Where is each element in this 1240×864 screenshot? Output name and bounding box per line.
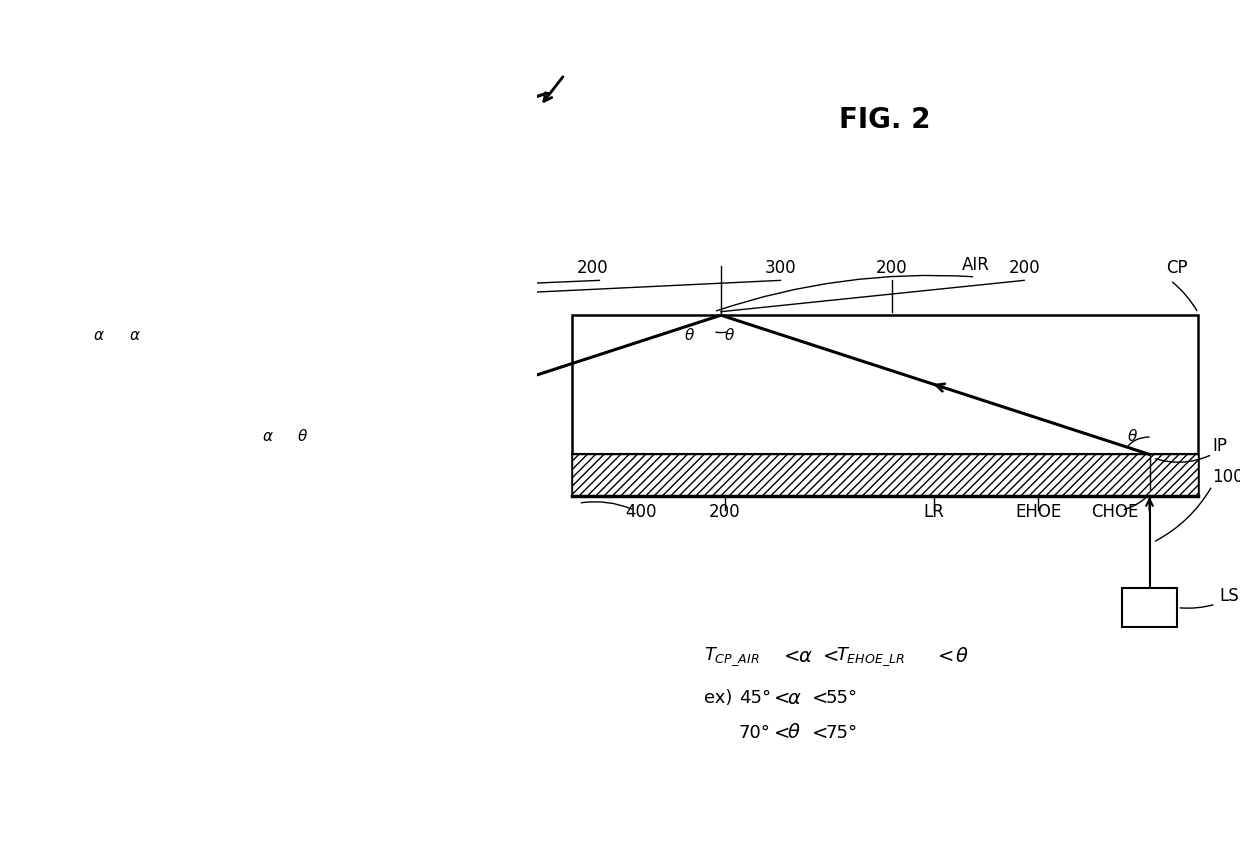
Bar — [572, 315, 1198, 496]
Text: FIG. 2: FIG. 2 — [839, 106, 931, 134]
Text: 70°: 70° — [739, 724, 770, 742]
Text: θ: θ — [684, 327, 694, 342]
Text: $<$: $<$ — [770, 689, 790, 708]
Text: 200: 200 — [877, 259, 908, 277]
Text: $<$: $<$ — [934, 647, 954, 666]
Bar — [1122, 588, 1177, 626]
Text: $<$: $<$ — [770, 723, 790, 742]
Text: LS: LS — [1219, 587, 1239, 605]
Text: $\alpha$: $\alpha$ — [797, 647, 812, 666]
Text: 200: 200 — [577, 259, 609, 277]
Text: 45°: 45° — [739, 689, 771, 707]
Text: 200: 200 — [1008, 259, 1040, 277]
Text: $<$: $<$ — [808, 689, 828, 708]
Text: $<$: $<$ — [780, 647, 801, 666]
Text: CHOE: CHOE — [1091, 503, 1138, 521]
Text: ex): ex) — [704, 689, 733, 707]
Bar — [572, 454, 1198, 496]
Text: θ: θ — [298, 429, 308, 443]
Text: 400: 400 — [625, 503, 657, 521]
Text: θ: θ — [724, 327, 734, 342]
Text: 75°: 75° — [826, 724, 858, 742]
Text: $<$: $<$ — [818, 647, 839, 666]
Text: $\alpha$: $\alpha$ — [787, 689, 802, 708]
Text: 300: 300 — [765, 259, 796, 277]
Text: $T_{CP\_AIR}$: $T_{CP\_AIR}$ — [704, 645, 759, 668]
Text: 200: 200 — [709, 503, 740, 521]
Text: AIR: AIR — [961, 256, 990, 274]
Text: α: α — [263, 429, 273, 443]
Text: α: α — [130, 327, 140, 342]
Text: $\theta$: $\theta$ — [955, 647, 968, 666]
Text: LR: LR — [924, 503, 944, 521]
Text: 100: 100 — [1213, 468, 1240, 486]
Text: CP: CP — [1167, 259, 1188, 277]
Text: $T_{EHOE\_LR}$: $T_{EHOE\_LR}$ — [836, 645, 905, 668]
Text: $<$: $<$ — [808, 723, 828, 742]
Text: IP: IP — [1213, 437, 1228, 455]
Text: θ: θ — [1127, 429, 1137, 443]
Text: α: α — [93, 327, 103, 342]
Text: 55°: 55° — [826, 689, 858, 707]
Text: EHOE: EHOE — [1016, 503, 1061, 521]
Text: $\theta$: $\theta$ — [787, 723, 801, 742]
